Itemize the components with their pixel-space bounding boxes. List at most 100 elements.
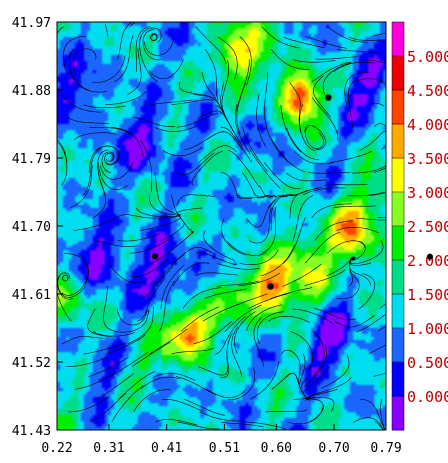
streamline xyxy=(290,331,313,371)
streamline xyxy=(327,26,368,43)
streamline xyxy=(148,59,184,79)
streamline xyxy=(358,273,376,310)
streamline xyxy=(336,226,379,234)
streamline xyxy=(304,231,341,264)
streamline xyxy=(104,149,120,166)
streamline xyxy=(138,266,174,299)
streamline xyxy=(83,147,102,196)
streamline xyxy=(311,377,352,396)
x-tick-label: 0.51 xyxy=(209,441,240,456)
streamline xyxy=(172,262,210,287)
streamline xyxy=(330,151,372,163)
streamline xyxy=(68,49,89,91)
streamline xyxy=(57,275,86,298)
streamline xyxy=(92,55,126,83)
colorbar-label: 2.500 xyxy=(407,218,448,236)
station-marker xyxy=(151,253,159,260)
x-tick-label: 0.60 xyxy=(261,441,292,456)
streamline xyxy=(136,207,178,218)
x-tick-label: 0.41 xyxy=(151,441,182,456)
streamline xyxy=(234,311,256,354)
streamline xyxy=(155,419,198,426)
streamline xyxy=(314,56,358,60)
streamline xyxy=(184,398,225,416)
plot-area xyxy=(57,22,386,430)
streamline xyxy=(142,29,162,61)
streamline xyxy=(381,146,386,150)
x-tick-label: 0.22 xyxy=(41,441,72,456)
streamline xyxy=(149,99,192,106)
streamline xyxy=(68,396,109,413)
colorbar-swatch xyxy=(392,362,404,397)
streamline xyxy=(322,62,352,95)
streamline xyxy=(256,311,284,344)
streamline xyxy=(62,36,87,72)
streamline xyxy=(258,185,294,198)
streamline xyxy=(149,328,188,355)
streamline xyxy=(154,172,177,215)
streamline xyxy=(282,263,322,287)
streamline xyxy=(373,373,386,377)
streamline xyxy=(205,131,243,150)
streamline xyxy=(355,218,386,221)
streamline xyxy=(287,405,324,425)
streamline xyxy=(292,194,314,242)
streamline xyxy=(103,285,116,332)
streamline xyxy=(160,264,185,309)
x-tick-label: 0.79 xyxy=(370,441,401,456)
streamline xyxy=(220,127,253,163)
streamline xyxy=(96,373,135,400)
streamline xyxy=(356,313,386,333)
streamline xyxy=(133,389,171,413)
streamline xyxy=(66,356,109,367)
streamline xyxy=(158,280,175,332)
streamline xyxy=(312,75,331,118)
streamline xyxy=(140,139,153,192)
colorbar-swatch xyxy=(392,158,404,193)
streamline xyxy=(334,315,375,328)
streamline xyxy=(270,49,310,70)
streamline xyxy=(349,256,372,266)
streamline xyxy=(173,246,213,264)
streamline xyxy=(374,421,384,430)
streamline xyxy=(226,240,267,256)
streamline xyxy=(304,269,346,286)
streamline xyxy=(344,71,369,106)
streamline xyxy=(346,192,386,197)
streamline xyxy=(182,287,221,309)
streamline xyxy=(289,82,302,133)
y-tick-label: 41.61 xyxy=(12,288,51,303)
streamline xyxy=(280,349,301,387)
streamline xyxy=(129,258,169,277)
streamline xyxy=(358,59,385,64)
streamline xyxy=(93,331,135,337)
streamline xyxy=(136,279,164,322)
colorbar-swatch xyxy=(392,328,404,363)
streamline xyxy=(286,127,319,160)
streamline xyxy=(227,367,256,401)
streamline xyxy=(70,165,93,209)
colorbar-marker xyxy=(427,253,433,260)
streamline xyxy=(62,274,69,282)
streamline xyxy=(70,71,107,93)
colorbar-label: 5.000 xyxy=(407,48,448,66)
streamline xyxy=(264,71,269,127)
streamline xyxy=(61,336,104,345)
streamline xyxy=(245,199,276,228)
streamline xyxy=(105,91,147,105)
streamline xyxy=(349,36,386,41)
streamline xyxy=(162,398,204,412)
streamline xyxy=(105,334,146,355)
streamline xyxy=(292,308,334,325)
streamline xyxy=(195,252,237,266)
streamline xyxy=(308,172,351,174)
streamline xyxy=(89,392,127,423)
streamline xyxy=(268,315,310,323)
streamline xyxy=(129,238,171,254)
streamline xyxy=(176,194,216,206)
colorbar-label: 4.500 xyxy=(407,82,448,100)
streamline xyxy=(191,150,223,186)
streamline xyxy=(98,162,128,191)
streamline xyxy=(352,165,386,174)
